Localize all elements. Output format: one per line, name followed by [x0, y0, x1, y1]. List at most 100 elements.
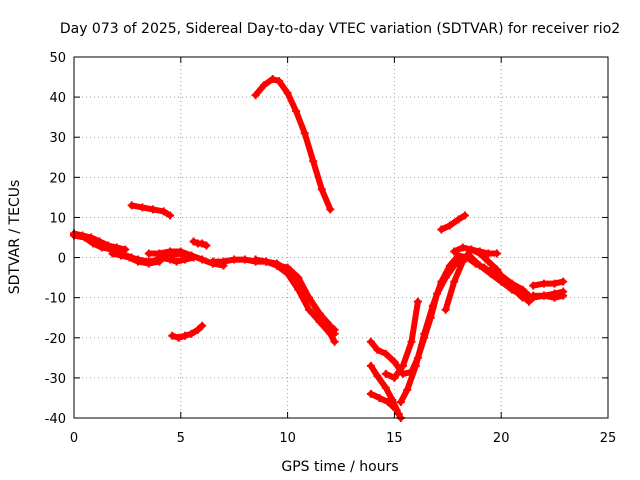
- data-point-marker: [454, 215, 463, 224]
- series-arc-g: [127, 201, 175, 220]
- data-point-marker: [381, 349, 390, 358]
- data-point-marker: [309, 157, 318, 166]
- data-point-marker: [454, 251, 463, 260]
- data-point-marker: [144, 249, 153, 258]
- data-point-marker: [134, 257, 143, 266]
- data-point-marker: [198, 321, 207, 330]
- data-point-marker: [300, 129, 309, 138]
- x-axis-label: GPS time / hours: [281, 459, 398, 475]
- y-tick-label: 10: [49, 211, 66, 226]
- series-arc-q: [396, 251, 531, 406]
- x-tick-label: 20: [493, 431, 510, 446]
- data-point-marker: [373, 345, 382, 354]
- x-tick-label: 15: [386, 431, 403, 446]
- series-trace: [252, 76, 334, 213]
- chart-title: Day 073 of 2025, Sidereal Day-to-day VTE…: [60, 21, 620, 37]
- data-point-marker: [104, 241, 113, 250]
- tick-layer: 0 5 10 15 20 25 -40 -30 -20 -10 0 10 20 30 40 50: [45, 51, 617, 446]
- series-arc-f: [189, 237, 211, 250]
- data-point-marker: [450, 247, 459, 256]
- y-tick-label: 20: [49, 171, 66, 186]
- x-tick-label: 10: [279, 431, 296, 446]
- data-point-marker: [398, 361, 407, 370]
- series-arc-w: [529, 277, 568, 290]
- data-point-marker: [198, 239, 207, 248]
- data-point-marker: [240, 255, 249, 264]
- data-point-marker: [87, 233, 96, 242]
- series-trace: [530, 292, 567, 301]
- data-point-marker: [450, 277, 459, 286]
- x-tick-label: 5: [177, 431, 185, 446]
- series-arc-h: [168, 321, 207, 342]
- data-point-marker: [366, 361, 375, 370]
- series-arc-r: [437, 211, 469, 234]
- data-point-marker: [155, 253, 164, 262]
- data-point-marker: [396, 397, 405, 406]
- data-point-marker: [413, 297, 422, 306]
- series-arc-l: [251, 75, 335, 214]
- data-point-marker: [460, 211, 469, 220]
- data-point-marker: [144, 259, 153, 268]
- data-point-marker: [304, 305, 313, 314]
- data-point-marker: [390, 373, 399, 382]
- data-point-marker: [251, 255, 260, 264]
- data-point-marker: [326, 323, 335, 332]
- data-point-marker: [381, 369, 390, 378]
- data-point-marker: [292, 107, 301, 116]
- data-point-marker: [202, 241, 211, 250]
- data-point-marker: [475, 261, 484, 270]
- series-arc-b: [70, 229, 130, 254]
- data-point-marker: [539, 291, 548, 300]
- data-point-marker: [390, 357, 399, 366]
- data-point-marker: [529, 291, 538, 300]
- data-point-marker: [166, 247, 175, 256]
- data-point-marker: [366, 337, 375, 346]
- data-point-marker: [484, 257, 493, 266]
- data-point-marker: [437, 277, 446, 286]
- data-point-marker: [484, 249, 493, 258]
- data-point-marker: [219, 257, 228, 266]
- data-point-marker: [95, 237, 104, 246]
- data-point-marker: [268, 75, 277, 84]
- data-point-marker: [411, 361, 420, 370]
- data-point-marker: [388, 395, 397, 404]
- data-point-marker: [407, 337, 416, 346]
- data-point-marker: [189, 237, 198, 246]
- data-point-marker: [262, 257, 271, 266]
- data-point-marker: [275, 77, 284, 86]
- data-point-marker: [465, 251, 474, 260]
- data-point-marker: [230, 255, 239, 264]
- series-arc-o: [366, 361, 403, 418]
- data-point-marker: [550, 293, 559, 302]
- data-point-marker: [518, 285, 527, 294]
- data-point-marker: [559, 277, 568, 286]
- series-arc-e: [155, 253, 198, 266]
- data-point-marker: [208, 257, 217, 266]
- data-point-marker: [121, 245, 130, 254]
- data-point-marker: [193, 325, 202, 334]
- data-point-marker: [172, 257, 181, 266]
- series-arc-k: [272, 261, 339, 334]
- plot-frame: [73, 56, 609, 419]
- y-tick-label: -20: [45, 332, 66, 347]
- series-arc-y: [529, 291, 568, 302]
- data-point-marker: [260, 81, 269, 90]
- x-tick-label: 0: [70, 431, 78, 446]
- data-point-marker: [445, 221, 454, 230]
- data-point-marker: [315, 309, 324, 318]
- data-point-marker: [198, 255, 207, 264]
- x-tick-label: 25: [600, 431, 617, 446]
- y-tick-label: -10: [45, 292, 66, 307]
- data-point-marker: [375, 393, 384, 402]
- data-point-marker: [428, 301, 437, 310]
- data-point-marker: [373, 371, 382, 380]
- data-point-marker: [445, 261, 454, 270]
- data-point-marker: [125, 253, 134, 262]
- data-point-marker: [403, 385, 412, 394]
- data-point-marker: [166, 211, 175, 220]
- y-tick-label: 30: [49, 131, 66, 146]
- series-arc-c: [108, 249, 164, 268]
- data-point-marker: [559, 291, 568, 300]
- data-point-marker: [467, 245, 476, 254]
